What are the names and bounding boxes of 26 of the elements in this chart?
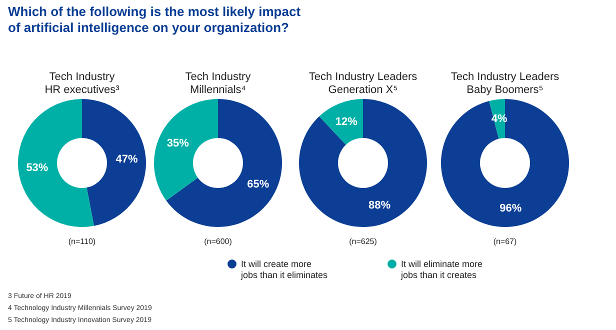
data-label: 12% [335,116,358,128]
chart-title: Tech Industry HR executives³ [44,71,120,96]
text: (n=600) [204,237,232,246]
donut-slice [154,99,218,201]
legend-label: It will eliminate more jobs than it creates [400,259,483,280]
data-label: 35% [166,137,190,150]
donut-slice [319,99,363,145]
donut-slice [299,99,427,227]
donut-slice [441,99,569,227]
data-label: 47% [116,154,138,166]
chart-title: Tech Industry Millennials⁴ [185,71,252,96]
donut-slice [166,99,282,227]
data-label: 4% [491,113,508,126]
data-label: 96% [500,202,522,214]
text: (n=110) [68,237,96,246]
data-label: 65% [247,178,270,190]
text: (n=67) [493,237,518,246]
text: (n=625) [349,237,378,246]
chart-title: Tech Industry Leaders Generation X⁵ [308,71,418,96]
data-label: 88% [368,200,391,212]
chart-title: Tech Industry Leaders Baby Boomers⁵ [450,71,560,96]
legend-label: It will create more jobs than it eliminates [240,259,328,280]
data-label: 53% [26,162,48,174]
text: Which of the following is the most likely impact of artificial intelligence on your organization? [8,4,302,35]
donut-slice [82,99,146,226]
donut-slice [18,99,94,227]
